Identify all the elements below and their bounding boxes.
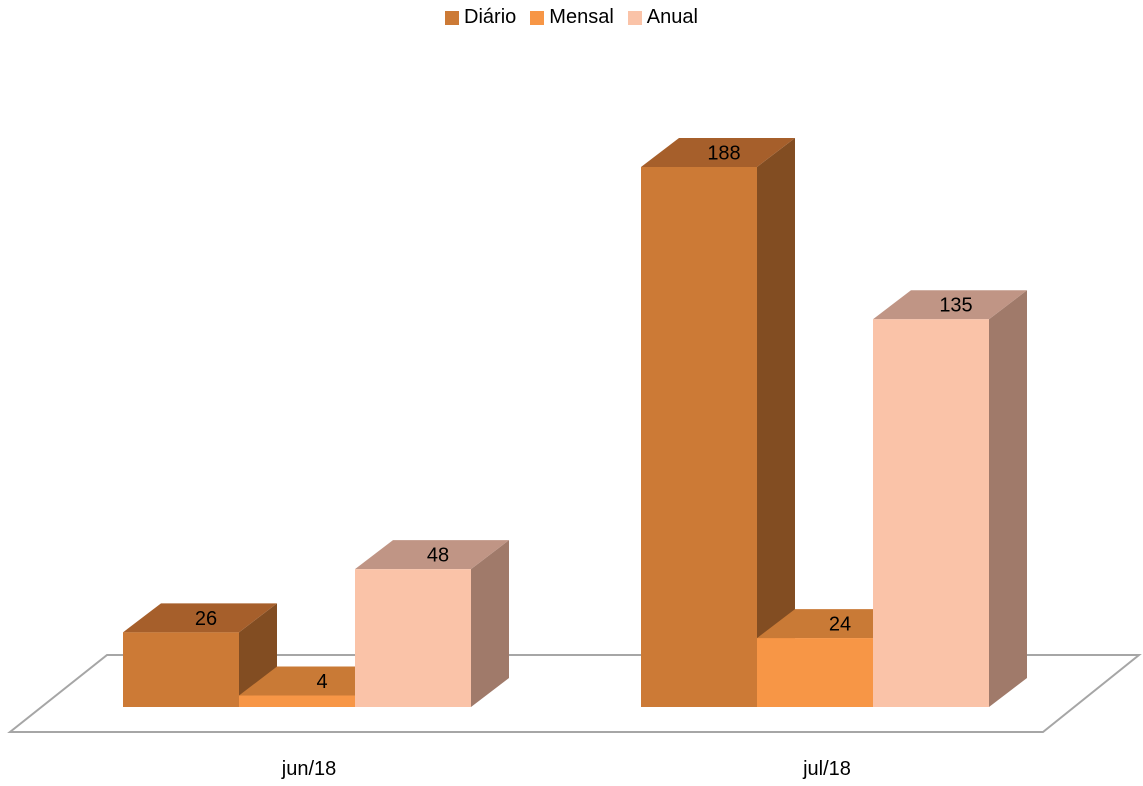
legend-item: Mensal (530, 6, 614, 29)
bar (123, 632, 239, 707)
bar-top (641, 138, 795, 167)
bar-top (123, 603, 277, 633)
bar-top (757, 609, 911, 639)
bar (641, 167, 757, 707)
legend-swatch (445, 10, 460, 25)
legend-label: Mensal (549, 6, 614, 28)
legend-item: Anual (627, 6, 698, 29)
bar-side (757, 138, 795, 707)
bar (757, 638, 873, 707)
data-label: 26 (195, 608, 217, 630)
data-label: 48 (427, 545, 449, 567)
bar-top (873, 290, 1027, 320)
bar-side (989, 290, 1027, 707)
bar-top (355, 540, 509, 570)
legend-label: Diário (464, 6, 517, 28)
bar (239, 695, 355, 707)
x-tick-label: jul/18 (802, 758, 851, 780)
chart-legend: Diário Mensal Anual (0, 6, 1143, 31)
legend-item: Diário (445, 6, 516, 29)
legend-swatch (627, 10, 642, 25)
bar (873, 319, 989, 707)
bar-side (471, 540, 509, 707)
x-tick-label: jun/18 (281, 758, 337, 780)
bar-top (239, 666, 393, 696)
legend-label: Anual (646, 6, 698, 28)
data-label: 135 (939, 295, 972, 317)
legend-swatch (530, 10, 545, 25)
data-label: 188 (707, 143, 740, 165)
data-label: 4 (316, 671, 327, 693)
bar (355, 569, 471, 707)
data-label: 24 (829, 614, 851, 636)
